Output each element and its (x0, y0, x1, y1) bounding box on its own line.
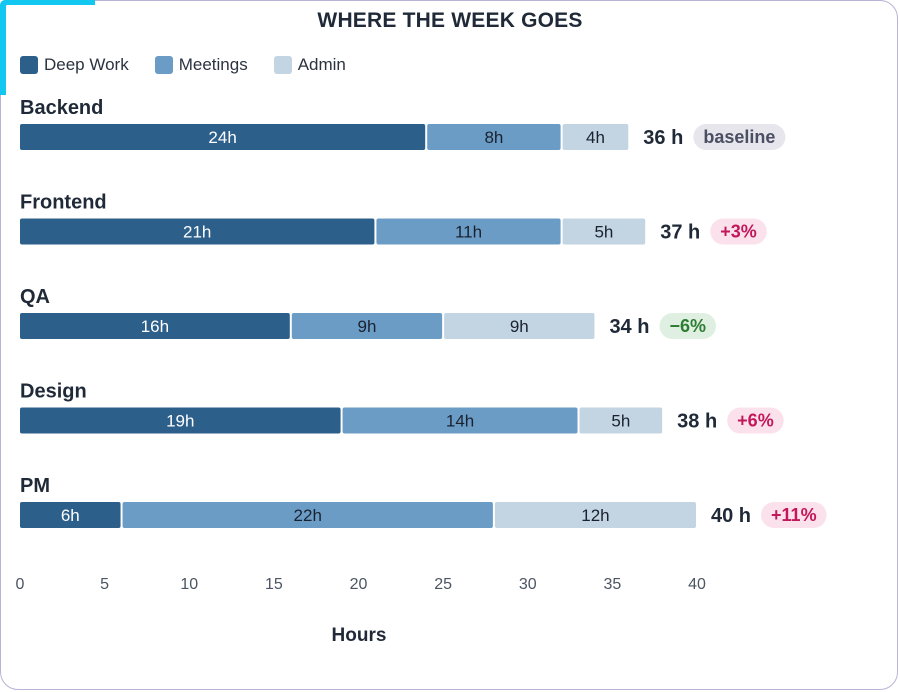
data-label-frontend-deep-work: 21h (183, 223, 211, 242)
legend-label-admin: Admin (297, 55, 346, 74)
data-label-qa-deep-work: 16h (141, 317, 169, 336)
bar-segment-design-deep-work (20, 407, 341, 434)
bar-segment-pm-deep-work (20, 502, 121, 528)
total-label-qa: 34 h (609, 316, 649, 338)
x-tick-label-20: 20 (350, 576, 368, 593)
bar-segment-pm-admin (494, 502, 696, 528)
legend-label-meetings: Meetings (178, 55, 248, 74)
delta-badge-frontend (710, 218, 767, 245)
legend-swatch-meetings (154, 56, 173, 74)
delta-badge-pm (761, 502, 827, 528)
bar-segment-backend-meetings (427, 124, 561, 150)
bar-segment-frontend-meetings (376, 218, 561, 245)
category-label-qa: QA (20, 286, 50, 308)
total-label-frontend: 37 h (660, 222, 700, 244)
legend-swatch-deep-work (20, 56, 38, 74)
delta-badge-text-pm: +11% (771, 505, 817, 525)
x-tick-label-35: 35 (603, 576, 621, 593)
delta-badge-qa (659, 313, 717, 339)
legend-swatch-admin (273, 56, 292, 74)
total-label-pm: 40 h (711, 505, 751, 527)
bar-segment-design-meetings (342, 407, 578, 434)
legend-label-deep-work: Deep Work (44, 55, 129, 74)
x-axis-title: Hours (331, 625, 387, 646)
legend: Deep Work Meetings Admin (20, 55, 372, 75)
data-label-design-admin: 5h (611, 412, 630, 431)
total-label-backend: 36 h (643, 127, 683, 149)
x-tick-label-40: 40 (688, 576, 706, 593)
delta-badge-backend (693, 124, 786, 150)
data-label-design-deep-work: 19h (166, 412, 194, 431)
bar-segment-backend-admin (562, 124, 629, 150)
accent-bar-top (0, 0, 95, 5)
data-label-pm-deep-work: 6h (61, 506, 80, 525)
x-tick-label-10: 10 (180, 576, 198, 593)
category-label-design: Design (20, 381, 87, 403)
legend-item-admin: Admin (273, 55, 346, 75)
data-label-frontend-admin: 5h (594, 223, 613, 242)
data-label-pm-admin: 12h (581, 506, 609, 525)
bar-segment-frontend-admin (562, 218, 646, 245)
data-label-design-meetings: 14h (446, 412, 474, 431)
delta-badge-text-design: +6% (737, 411, 774, 431)
data-label-frontend-meetings: 11h (455, 223, 482, 242)
total-label-design: 38 h (677, 411, 717, 433)
x-tick-label-30: 30 (519, 576, 537, 593)
data-label-qa-admin: 9h (510, 317, 529, 336)
x-tick-label-5: 5 (100, 576, 109, 593)
x-tick-label-0: 0 (16, 576, 25, 593)
legend-item-deep-work: Deep Work (20, 55, 129, 75)
data-label-backend-meetings: 8h (484, 128, 503, 147)
bar-segment-design-admin (579, 407, 663, 434)
data-label-pm-meetings: 22h (294, 506, 322, 525)
bar-segment-backend-deep-work (20, 124, 426, 150)
bar-segment-qa-admin (444, 313, 595, 339)
delta-badge-text-qa: −6% (669, 316, 706, 336)
chart-title: WHERE THE WEEK GOES (317, 9, 583, 32)
delta-badge-text-frontend: +3% (720, 222, 757, 242)
bar-segment-qa-deep-work (20, 313, 290, 339)
delta-badge-design (727, 407, 784, 434)
x-tick-label-15: 15 (265, 576, 283, 593)
delta-badge-text-backend: baseline (703, 127, 775, 147)
accent-bar-left (0, 0, 6, 95)
data-label-backend-deep-work: 24h (208, 128, 236, 147)
category-label-pm: PM (20, 475, 50, 497)
data-label-backend-admin: 4h (586, 128, 605, 147)
category-label-backend: Backend (20, 97, 103, 119)
bar-segment-qa-meetings (291, 313, 443, 339)
x-tick-label-25: 25 (434, 576, 452, 593)
bar-segment-frontend-deep-work (20, 218, 375, 245)
data-label-qa-meetings: 9h (358, 317, 377, 336)
legend-item-meetings: Meetings (154, 55, 248, 75)
bar-segment-pm-meetings (122, 502, 493, 528)
category-label-frontend: Frontend (20, 192, 107, 214)
